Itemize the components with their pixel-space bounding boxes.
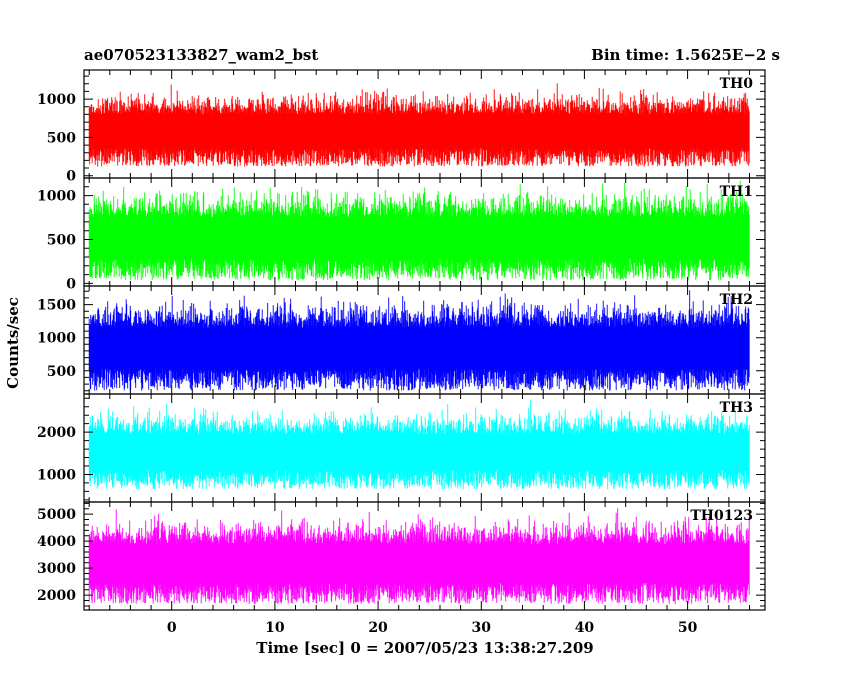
panel-ticks [84, 286, 765, 394]
panel-th1: 0 500 1000 TH1 [37, 177, 766, 292]
x-tick-label: 40 [575, 620, 595, 636]
y-tick-label: 1000 [37, 189, 76, 205]
y-tick-label: 500 [47, 232, 76, 248]
y-tick-label: 0 [66, 169, 76, 185]
panel-th0123: 2000 3000 4000 5000 TH0123 [37, 501, 766, 611]
series-th2-line [88, 290, 750, 391]
series-th0-line [88, 83, 750, 167]
y-tick-label: 500 [47, 130, 76, 146]
panel-ticks [84, 70, 765, 178]
y-tick-label: 5000 [37, 507, 76, 523]
y-tick-label: 2000 [37, 425, 76, 441]
y-tick-label: 1000 [37, 467, 76, 483]
x-tick-label: 20 [368, 620, 388, 636]
y-tick-label: 4000 [37, 534, 76, 550]
y-tick-label: 1000 [37, 92, 76, 108]
y-axis-label: Counts/sec [4, 297, 22, 389]
panel-th2: 500 1000 1500 TH2 [37, 285, 766, 395]
x-tick-labels: 0 10 20 30 40 50 [167, 620, 698, 636]
panel-label-th2: TH2 [720, 292, 753, 308]
y-tick-label: 3000 [37, 561, 76, 577]
chart-title: ae070523133827_wam2_bst [84, 46, 318, 64]
x-tick-label: 30 [472, 620, 492, 636]
x-axis-label: Time [sec] 0 = 2007/05/23 13:38:27.209 [256, 639, 593, 657]
series-th0123-line [88, 508, 750, 604]
series-th3-line [88, 399, 750, 490]
panel-label-th1: TH1 [720, 184, 753, 200]
panel-ticks [84, 394, 765, 502]
y-tick-label: 1000 [37, 331, 76, 347]
panels-group: 0 500 1000 TH0 0 500 1000 TH1 500 1000 1500 TH2 1000… [37, 69, 766, 611]
panel-label-th0123: TH0123 [690, 508, 753, 524]
series-th1-line [88, 180, 750, 281]
panel-ticks [84, 502, 765, 610]
x-tick-label: 50 [678, 620, 698, 636]
panel-th0: 0 500 1000 TH0 [37, 69, 766, 185]
y-tick-label: 0 [66, 276, 76, 292]
y-tick-label: 500 [47, 364, 76, 380]
x-tick-label: 0 [167, 620, 177, 636]
x-tick-label: 10 [265, 620, 285, 636]
bin-time-label: Bin time: 1.5625E−2 s [591, 46, 780, 64]
y-tick-label: 2000 [37, 588, 76, 604]
y-tick-label: 1500 [37, 298, 76, 314]
panel-frame [83, 501, 766, 611]
panel-th3: 1000 2000 TH3 [37, 393, 766, 503]
panel-ticks [84, 177, 765, 286]
panel-label-th0: TH0 [720, 76, 754, 92]
panel-label-th3: TH3 [720, 400, 753, 416]
